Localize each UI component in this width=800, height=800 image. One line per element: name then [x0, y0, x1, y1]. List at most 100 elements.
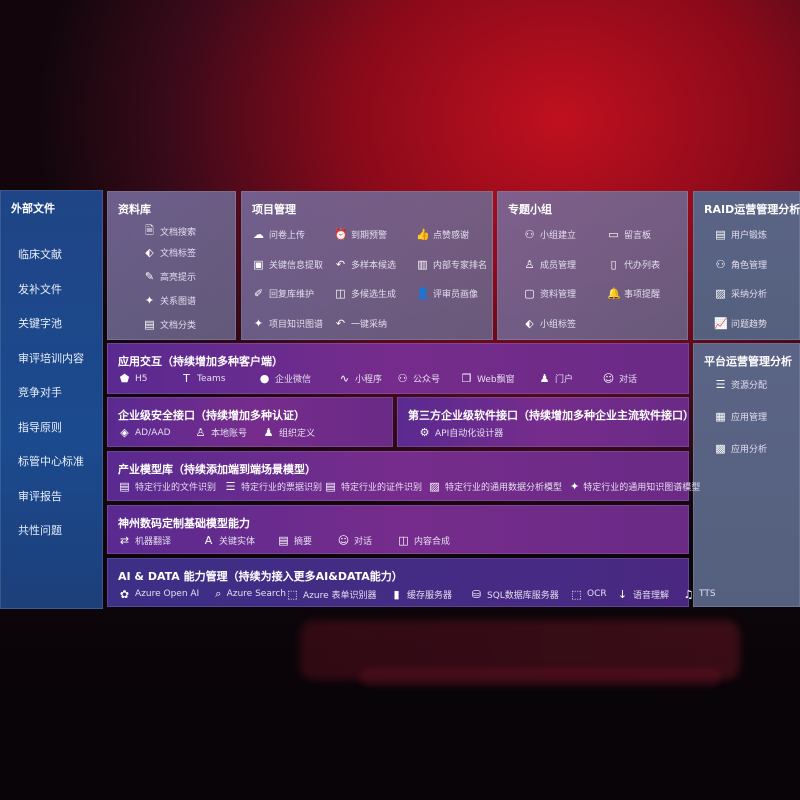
html5-icon: ⬟: [119, 372, 130, 385]
feature-item-account[interactable]: ♙ 本地账号: [194, 426, 262, 439]
feature-item-id-card[interactable]: ▤ 特定行业的证件识别: [324, 480, 428, 493]
feature-item-search[interactable]: ⌕ Azure Search: [214, 587, 286, 601]
feature-item-edit[interactable]: ✐ 回复库维护: [252, 287, 314, 300]
list-icon: ☰: [715, 378, 726, 391]
feature-label: 摘要: [294, 537, 313, 547]
feature-item-gear[interactable]: ⚙ API自动化设计器: [418, 426, 558, 439]
external-item[interactable]: 审评培训内容: [18, 351, 84, 365]
feature-item-id-card[interactable]: ▤ 用户锻炼: [714, 228, 767, 241]
feature-item-pen[interactable]: ✎ 高亮提示: [143, 270, 196, 283]
feature-item-puzzle[interactable]: ◫ 多候选生成: [334, 287, 396, 300]
translate-icon: ⇄: [119, 534, 130, 547]
feature-item-tag[interactable]: ⬖ 小组标签: [523, 317, 576, 330]
feature-item-cloud-upload[interactable]: ☁ 问卷上传: [252, 228, 305, 241]
feature-item-users[interactable]: ⚇ 角色管理: [714, 258, 767, 271]
bell-icon: 🔔: [607, 287, 621, 300]
feature-item-extract[interactable]: ▣ 关键信息提取: [252, 258, 323, 271]
edit-icon: ✐: [253, 287, 264, 300]
feature-item-data-model[interactable]: ▨ 特定行业的通用数据分析模型: [428, 480, 570, 493]
member-icon: ♙: [524, 257, 535, 271]
feature-item-bell[interactable]: 🔔 事项提醒: [607, 287, 660, 300]
feature-label: Web飘窗: [477, 375, 515, 385]
feature-item-tag[interactable]: ⬖ 文档标签: [143, 246, 196, 259]
feature-item-file[interactable]: ▤ 特定行业的文件识别: [118, 480, 224, 493]
feature-item-clipboard[interactable]: ▯ 代办列表: [607, 258, 660, 271]
feature-item-doc-search[interactable]: 🗎 文档搜索: [143, 222, 196, 241]
feature-item-speech[interactable]: ↓ 语音理解: [616, 587, 682, 601]
feature-label: 内部专家排名: [433, 260, 488, 271]
external-item[interactable]: 指导原则: [18, 420, 62, 434]
puzzle-icon: ◫: [335, 287, 346, 300]
feature-item-tts[interactable]: ♫ TTS: [682, 587, 732, 601]
feature-item-summary[interactable]: ▤ 摘要: [277, 534, 337, 547]
feature-item-html5[interactable]: ⬟ H5: [118, 372, 180, 385]
user-icon: 👤: [416, 287, 430, 300]
feature-label: Teams: [197, 373, 226, 384]
chat-icon: ☺: [602, 372, 615, 385]
feature-item-org[interactable]: ♟ 组织定义: [262, 426, 342, 439]
feature-item-official-account[interactable]: ⚇ 公众号: [396, 372, 460, 385]
alarm-icon: ⏰: [334, 228, 348, 241]
feature-item-folder[interactable]: ▢ 资料管理: [523, 287, 576, 300]
feature-item-form[interactable]: ⬚ Azure 表单识别器: [286, 587, 390, 601]
feature-item-doc-class[interactable]: ▤ 文档分类: [143, 318, 196, 331]
external-item[interactable]: 标管中心标准: [18, 455, 84, 468]
feature-item-chat[interactable]: ☺ 对话: [602, 372, 662, 385]
feature-item-group[interactable]: ⚇ 小组建立: [523, 228, 576, 241]
feature-item-teams[interactable]: T Teams: [180, 372, 258, 385]
external-item[interactable]: 共性问题: [18, 524, 62, 537]
external-item[interactable]: 关键字池: [18, 317, 62, 330]
feature-item-apps[interactable]: ▦ 应用管理: [714, 410, 767, 423]
window-icon: ❐: [461, 372, 472, 385]
feature-item-receipt[interactable]: ☰ 特定行业的票据识别: [224, 480, 324, 493]
feature-item-qa[interactable]: ▨ 采纳分析: [714, 287, 767, 300]
feature-item-openai[interactable]: ✿ Azure Open AI: [118, 587, 214, 601]
feature-item-chart[interactable]: ▩ 应用分析: [714, 442, 767, 455]
wecom-icon: ●: [259, 372, 270, 385]
feature-label: 关键实体: [219, 537, 256, 547]
feature-item-miniapp[interactable]: ∿ 小程序: [338, 372, 396, 385]
external-item[interactable]: 竞争对手: [18, 386, 62, 399]
feature-item-thumbs-up[interactable]: 👍 点赞感谢: [416, 228, 469, 241]
feature-item-graph[interactable]: ✦ 特定行业的通用知识图谱模型: [570, 480, 700, 493]
feature-item-graph[interactable]: ✦ 项目知识图谱: [252, 317, 323, 330]
thirdparty-panel: 第三方企业级软件接口（持续增加多种企业主流软件接口） ⚙ API自动化设计器: [397, 397, 694, 447]
feature-item-bbs[interactable]: ▭ 留言板: [607, 228, 651, 241]
feature-label: 问题趋势: [731, 319, 768, 330]
reply-icon: ↶: [335, 257, 346, 271]
rank-icon: ▥: [417, 257, 428, 271]
feature-item-user[interactable]: 👤 评审员画像: [416, 287, 478, 300]
feature-label: 应用分析: [731, 445, 768, 455]
external-item[interactable]: 审评报告: [18, 489, 62, 503]
feature-item-entity[interactable]: A 关键实体: [202, 534, 277, 547]
feature-item-member[interactable]: ♙ 成员管理: [523, 258, 576, 271]
feature-item-list[interactable]: ☰ 资源分配: [714, 378, 767, 391]
feature-label: 特定行业的票据识别: [241, 483, 323, 493]
miniapp-icon: ∿: [339, 372, 350, 385]
feature-item-trend[interactable]: 📈 问题趋势: [714, 317, 767, 330]
feature-item-translate[interactable]: ⇄ 机器翻译: [118, 534, 202, 547]
feature-item-puzzle[interactable]: ◫ 内容合成: [397, 534, 477, 547]
apps-icon: ▦: [715, 410, 726, 423]
feature-label: 文档分类: [160, 321, 197, 331]
feature-label: TTS: [699, 589, 716, 599]
feature-item-chat[interactable]: ☺ 对话: [337, 534, 397, 547]
feature-item-sql[interactable]: ⛁ SQL数据库服务器: [470, 587, 570, 601]
feature-item-portal[interactable]: ♟ 门户: [538, 372, 602, 385]
teams-icon: T: [183, 372, 190, 385]
feature-label: 点赞感谢: [433, 231, 470, 241]
external-item[interactable]: 发补文件: [18, 282, 62, 296]
feature-item-ocr[interactable]: ⬚ OCR: [570, 587, 616, 601]
feature-item-graph[interactable]: ✦ 关系图谱: [143, 294, 196, 307]
feature-item-rank[interactable]: ▥ 内部专家排名: [416, 258, 487, 271]
feature-item-reply[interactable]: ↶ 一键采纳: [334, 317, 387, 330]
feature-item-ad[interactable]: ◈ AD/AAD: [118, 426, 194, 439]
feature-item-reply[interactable]: ↶ 多样本候选: [334, 258, 396, 271]
external-item[interactable]: 临床文献: [18, 248, 62, 261]
id-card-icon: ▤: [715, 228, 726, 241]
feature-item-alarm[interactable]: ⏰ 到期预警: [334, 228, 387, 241]
feature-item-window[interactable]: ❐ Web飘窗: [460, 372, 538, 385]
feature-item-wecom[interactable]: ● 企业微信: [258, 372, 338, 385]
feature-item-cache[interactable]: ▮ 缓存服务器: [390, 587, 470, 601]
panel-title: 资料库: [118, 203, 151, 216]
